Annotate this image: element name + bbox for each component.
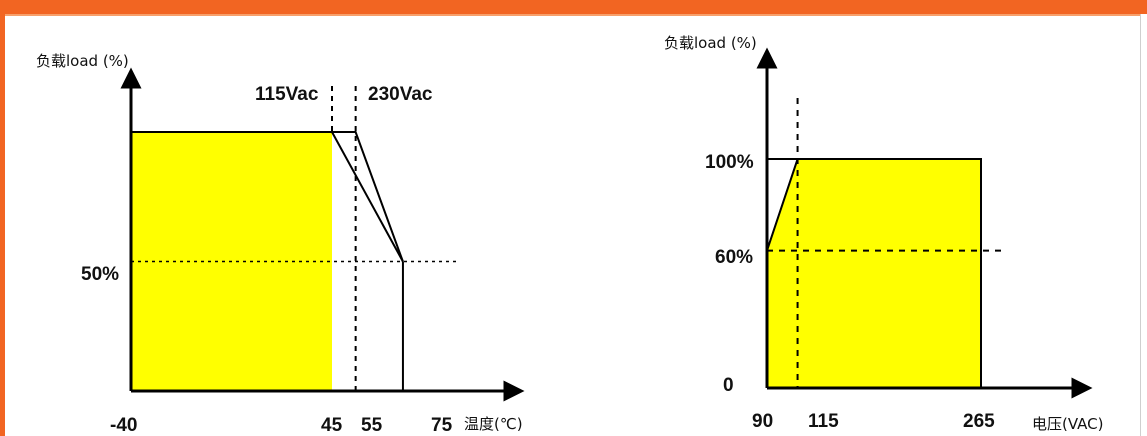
x-tick-265: 265 [963,411,995,432]
title-band [0,0,1147,14]
x-axis-label: 电压(VAC) [1032,415,1103,433]
derating-line-230vac [131,131,404,262]
annotation-115vac: 115Vac [255,84,319,105]
y-axis-label: 负载load (%) [664,34,757,52]
safe-operating-area [767,159,981,388]
x-tick-75: 75 [431,415,453,436]
voltage-derating-chart: 负载load (%) 电压(VAC) 100% 60% 0 90 115 265 [664,34,1103,433]
x-axis-label: 温度(℃) [464,415,523,433]
annotation-230vac: 230Vac [368,84,433,105]
x-tick-115: 115 [808,411,839,432]
y-tick-0: 0 [723,375,734,396]
x-tick-55: 55 [361,415,383,436]
left-frame-border [0,14,5,436]
y-tick-100: 100% [705,152,754,173]
y-tick-50: 50% [81,264,119,285]
right-frame-border [1140,14,1147,436]
y-tick-60: 60% [715,247,753,268]
x-tick-minus-40: -40 [110,415,137,436]
x-tick-90: 90 [752,411,773,432]
x-tick-45: 45 [321,415,343,436]
y-axis-label: 负载load (%) [36,52,129,70]
title-band-divider [0,14,1147,16]
temperature-derating-chart: 负载load (%) 温度(℃) 115Vac 230Vac 50% -40 4… [36,52,525,436]
